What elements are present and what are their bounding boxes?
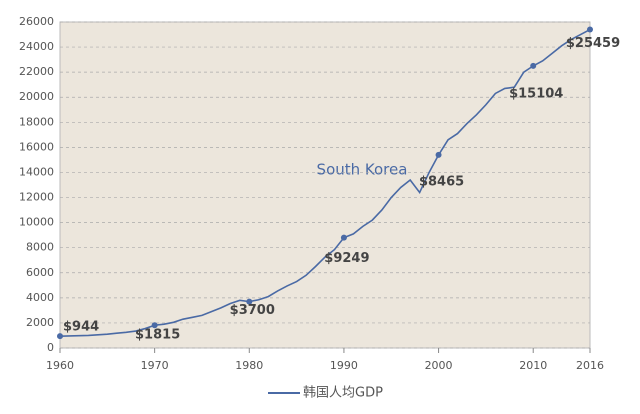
series-annotation: South Korea: [317, 161, 408, 179]
y-tick-label: 18000: [19, 115, 54, 128]
data-point: [587, 26, 593, 33]
y-tick-label: 10000: [19, 216, 54, 229]
y-tick-label: 24000: [19, 40, 54, 53]
data-point: [530, 62, 537, 69]
value-label: $15104: [509, 86, 563, 101]
y-tick-label: 22000: [19, 65, 54, 78]
y-tick-label: 6000: [26, 266, 54, 279]
y-tick-label: 14000: [19, 165, 54, 178]
x-tick-label: 1970: [141, 359, 169, 372]
x-tick-label: 2000: [425, 359, 453, 372]
data-point: [435, 151, 442, 158]
data-point: [340, 234, 347, 241]
x-tick-label: 2016: [576, 359, 604, 372]
y-tick-label: 12000: [19, 191, 54, 204]
y-tick-label: 26000: [19, 15, 54, 28]
value-label: $944: [63, 320, 99, 335]
data-point: [151, 322, 158, 329]
y-tick-label: 20000: [19, 90, 54, 103]
data-point: [57, 333, 63, 340]
y-tick-label: 8000: [26, 241, 54, 254]
value-label: $3700: [230, 303, 275, 318]
y-tick-label: 4000: [26, 291, 54, 304]
value-label: $25459: [566, 36, 620, 51]
value-label: $1815: [135, 328, 180, 343]
data-point: [246, 298, 253, 305]
y-tick-label: 0: [47, 341, 54, 354]
x-tick-label: 1990: [330, 359, 358, 372]
legend-label: 韩国人均GDP: [303, 386, 383, 401]
y-tick-label: 2000: [26, 316, 54, 329]
x-tick-label: 1980: [235, 359, 263, 372]
y-tick-label: 16000: [19, 140, 54, 153]
series-line: [59, 28, 591, 337]
x-tick-label: 1960: [46, 359, 74, 372]
plot-area: [59, 21, 591, 349]
value-label: $8465: [419, 174, 464, 189]
value-label: $9249: [324, 251, 369, 266]
x-tick-label: 2010: [519, 359, 547, 372]
